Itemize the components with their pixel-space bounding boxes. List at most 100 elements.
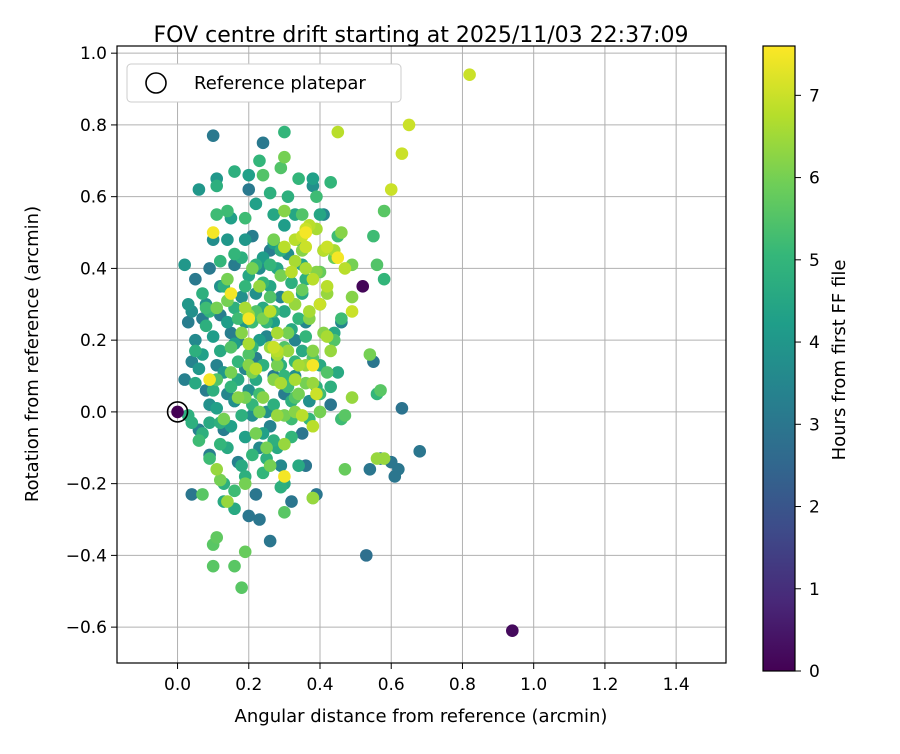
colorbar-gradient bbox=[763, 46, 795, 671]
x-tick-label: 0.0 bbox=[164, 675, 191, 695]
data-point bbox=[395, 402, 409, 415]
data-point bbox=[203, 452, 216, 465]
data-point bbox=[306, 358, 320, 372]
data-point bbox=[249, 197, 263, 211]
y-tick-label: 0.0 bbox=[80, 403, 107, 423]
data-point bbox=[288, 373, 302, 386]
data-point bbox=[281, 344, 295, 358]
y-tick-label: −0.4 bbox=[66, 546, 107, 566]
data-point bbox=[203, 373, 216, 386]
data-point bbox=[274, 376, 288, 390]
data-point bbox=[213, 344, 227, 358]
data-point bbox=[213, 254, 227, 268]
data-point bbox=[345, 391, 359, 404]
data-point bbox=[253, 280, 266, 293]
data-point bbox=[281, 190, 295, 203]
data-point bbox=[303, 305, 316, 318]
x-tick-label: 0.4 bbox=[306, 675, 333, 695]
data-point bbox=[199, 319, 213, 333]
data-point bbox=[206, 226, 220, 239]
data-point bbox=[178, 373, 191, 386]
data-point bbox=[235, 459, 248, 473]
y-tick-label: −0.2 bbox=[66, 475, 107, 495]
data-point bbox=[402, 118, 416, 132]
colorbar-tick-label: 0 bbox=[809, 662, 820, 682]
data-point bbox=[345, 290, 359, 304]
data-point bbox=[338, 462, 352, 476]
data-point bbox=[374, 384, 387, 397]
data-point bbox=[249, 488, 263, 501]
data-point bbox=[213, 473, 227, 487]
data-point bbox=[306, 491, 320, 505]
data-point bbox=[324, 344, 337, 358]
data-point bbox=[320, 330, 334, 343]
data-point bbox=[299, 330, 313, 343]
x-tick-label: 1.2 bbox=[591, 675, 618, 695]
y-tick-label: −0.6 bbox=[66, 618, 107, 638]
data-point bbox=[292, 459, 305, 473]
data-point bbox=[231, 312, 245, 325]
data-point bbox=[413, 445, 427, 458]
data-point bbox=[206, 559, 220, 573]
data-point bbox=[278, 305, 291, 318]
data-point bbox=[242, 348, 256, 361]
data-point bbox=[224, 366, 238, 379]
data-point bbox=[306, 419, 320, 433]
data-point bbox=[299, 262, 313, 275]
data-point bbox=[506, 624, 519, 638]
data-point bbox=[267, 208, 281, 221]
data-point bbox=[203, 416, 216, 429]
x-tick-label: 1.0 bbox=[520, 675, 547, 695]
data-point bbox=[235, 581, 248, 594]
data-point bbox=[267, 398, 281, 412]
data-point bbox=[249, 362, 263, 376]
data-point bbox=[281, 326, 295, 340]
data-point bbox=[313, 297, 327, 311]
data-point bbox=[224, 380, 238, 394]
data-point bbox=[238, 280, 252, 293]
data-point bbox=[345, 305, 359, 318]
data-point bbox=[267, 341, 281, 354]
data-point bbox=[295, 409, 309, 422]
data-point bbox=[189, 272, 202, 286]
data-point bbox=[320, 366, 334, 379]
data-point bbox=[324, 398, 337, 412]
data-point bbox=[278, 437, 291, 451]
colorbar-ticks: 0 1 2 3 4 5 6 7 bbox=[795, 86, 820, 682]
data-point bbox=[189, 376, 202, 390]
data-point bbox=[238, 545, 252, 559]
plot-frame bbox=[116, 45, 727, 664]
data-point bbox=[288, 254, 302, 268]
data-points bbox=[178, 68, 519, 638]
data-point bbox=[221, 272, 234, 286]
data-point bbox=[267, 233, 281, 247]
colorbar-frame bbox=[762, 45, 796, 672]
reference-marker-ring bbox=[166, 401, 189, 423]
legend: Reference platepar bbox=[126, 63, 402, 103]
data-point bbox=[263, 258, 277, 272]
data-point bbox=[235, 409, 248, 422]
data-point bbox=[292, 312, 305, 325]
data-point bbox=[185, 488, 199, 501]
data-point bbox=[384, 183, 398, 196]
data-point bbox=[295, 283, 309, 297]
data-point bbox=[217, 412, 231, 426]
data-point bbox=[263, 459, 277, 473]
x-axis-ticks: 0.0 0.2 0.4 0.6 0.8 1.0 1.2 1.4 bbox=[164, 663, 690, 695]
data-point bbox=[189, 344, 202, 358]
data-point bbox=[359, 549, 373, 562]
data-point bbox=[295, 427, 309, 440]
data-point bbox=[221, 495, 234, 508]
y-tick-label: 0.4 bbox=[80, 259, 107, 279]
data-point bbox=[356, 280, 370, 293]
data-point bbox=[324, 176, 337, 189]
data-point bbox=[238, 301, 252, 315]
data-point bbox=[242, 168, 256, 182]
data-point bbox=[306, 272, 320, 286]
data-point bbox=[213, 437, 227, 451]
colorbar-tick-label: 6 bbox=[809, 169, 820, 189]
data-point bbox=[228, 247, 241, 261]
data-point bbox=[295, 344, 309, 358]
